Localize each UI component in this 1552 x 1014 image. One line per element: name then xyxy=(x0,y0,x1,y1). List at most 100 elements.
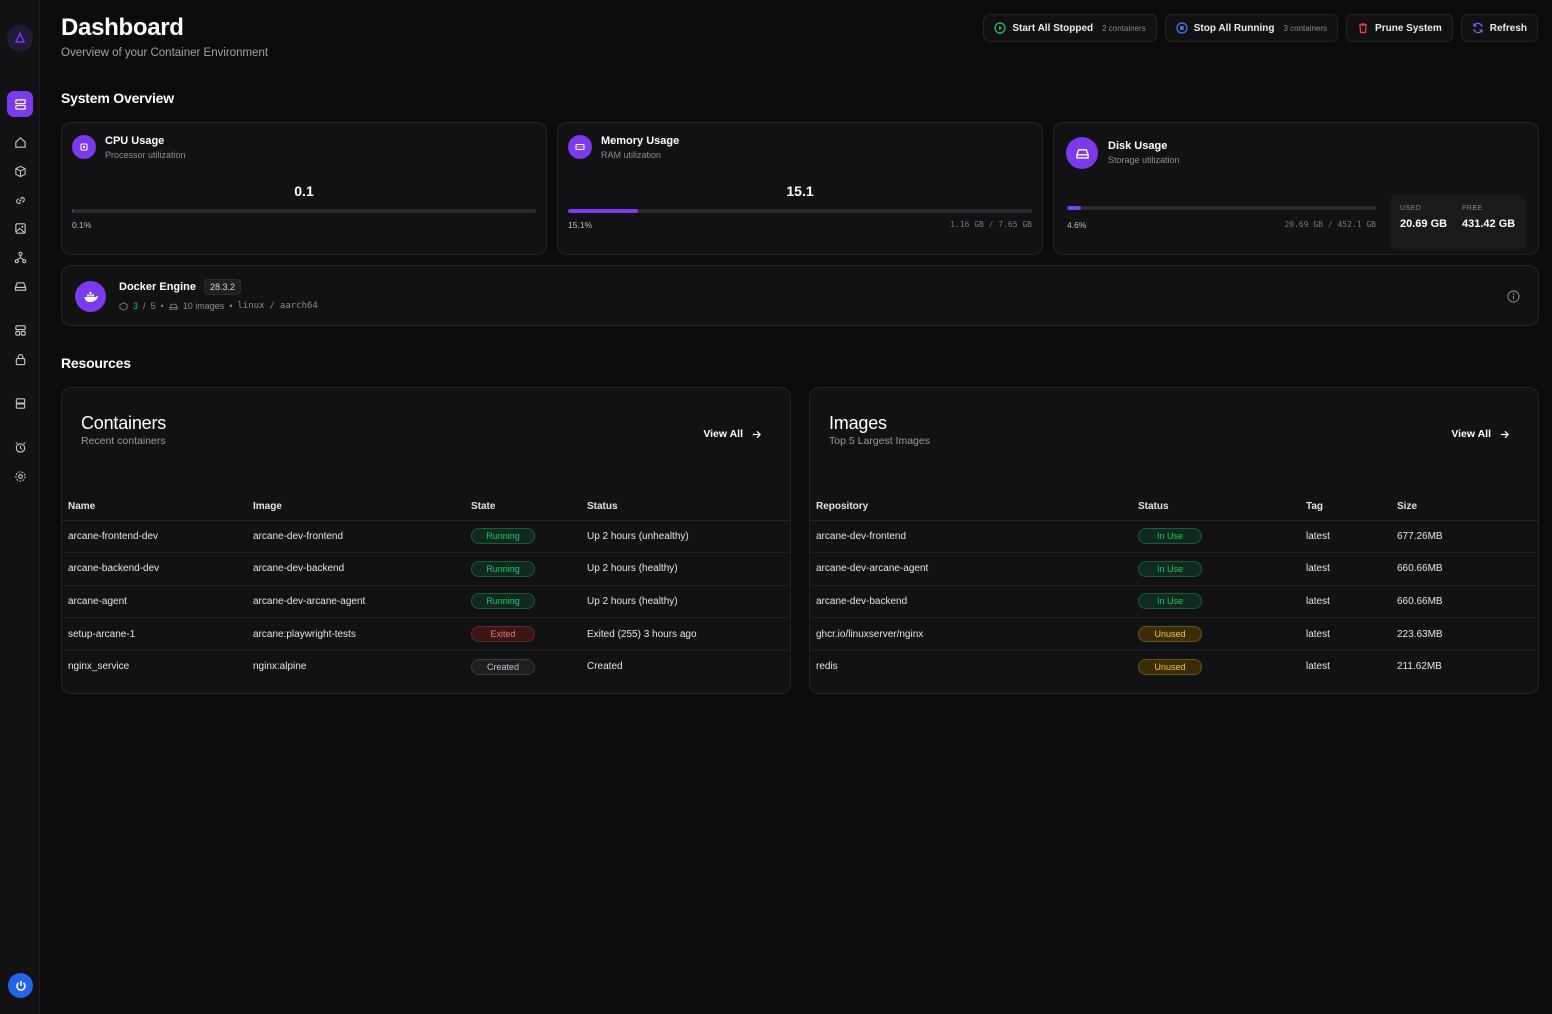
box-icon xyxy=(14,165,26,177)
images-subtitle: Top 5 Largest Images xyxy=(829,435,930,447)
sidebar-item-events[interactable] xyxy=(9,436,31,458)
refresh-button[interactable]: Refresh xyxy=(1460,14,1538,42)
stop-circle-icon xyxy=(1176,22,1188,34)
container-image: arcane-dev-backend xyxy=(247,552,465,586)
play-circle-icon xyxy=(994,22,1006,34)
image-repository[interactable]: arcane-dev-arcane-agent xyxy=(810,552,1132,586)
sidebar-item-images[interactable] xyxy=(9,217,31,239)
home-icon xyxy=(14,136,26,148)
disk-progress-fill xyxy=(1067,206,1082,210)
sidebar-item-home[interactable] xyxy=(9,131,31,153)
memory-progress-fill xyxy=(568,209,639,213)
disk-subtitle: Storage utilization xyxy=(1108,155,1180,165)
container-name[interactable]: arcane-agent xyxy=(62,585,247,619)
cpu-progress-bar xyxy=(72,209,536,213)
info-icon[interactable] xyxy=(1507,290,1520,303)
link-icon xyxy=(15,196,25,204)
prune-system-button[interactable]: Prune System xyxy=(1346,14,1453,42)
sidebar-item-compose[interactable] xyxy=(9,160,31,182)
table-row[interactable]: redis Unused latest 211.62MB xyxy=(810,650,1538,683)
hard-drive-icon xyxy=(14,281,26,291)
docker-icon xyxy=(75,281,106,312)
docker-count-sep: / xyxy=(143,301,146,311)
table-row[interactable]: arcane-agent arcane-dev-arcane-agent Run… xyxy=(62,585,790,619)
refresh-icon xyxy=(1473,22,1483,34)
cpu-icon xyxy=(72,135,96,159)
images-card: Images Top 5 Largest Images View All Rep… xyxy=(809,387,1539,694)
disk-title: Disk Usage xyxy=(1108,140,1168,152)
docker-platform-sep: / xyxy=(269,301,275,311)
table-row[interactable]: setup-arcane-1 arcane:playwright-tests E… xyxy=(62,617,790,651)
containers-subtitle: Recent containers xyxy=(81,435,166,447)
table-row[interactable]: nginx_service nginx:alpine Created Creat… xyxy=(62,650,790,683)
image-repository[interactable]: ghcr.io/linuxserver/nginx xyxy=(810,617,1132,651)
arcane-logo-icon[interactable] xyxy=(7,25,33,51)
hard-drive-icon xyxy=(1066,137,1098,169)
sidebar-item-volumes[interactable] xyxy=(9,275,31,297)
state-badge: Running xyxy=(471,560,535,577)
docker-engine-title: Docker Engine xyxy=(119,281,197,293)
disk-free-value: 431.42 GB xyxy=(1462,218,1516,230)
images-view-all-link[interactable]: View All xyxy=(1451,428,1510,440)
column-header-status[interactable]: Status xyxy=(581,493,790,521)
sidebar-item-settings[interactable] xyxy=(9,465,31,487)
image-tag: latest xyxy=(1300,585,1391,619)
container-name[interactable]: nginx_service xyxy=(68,661,130,673)
container-name[interactable]: setup-arcane-1 xyxy=(62,617,247,651)
database-icon xyxy=(15,397,25,409)
state-badge: Created xyxy=(471,658,535,675)
column-header-size[interactable]: Size xyxy=(1391,493,1538,521)
image-repository[interactable]: redis xyxy=(816,661,838,673)
container-name[interactable]: arcane-backend-dev xyxy=(62,552,247,586)
column-header-tag[interactable]: Tag xyxy=(1300,493,1391,521)
containers-title: Containers xyxy=(81,413,167,433)
status-badge: In Use xyxy=(1138,528,1202,545)
docker-meta-dot: • xyxy=(160,301,164,311)
container-image: arcane-dev-arcane-agent xyxy=(247,585,465,619)
disk-usage-card: Disk Usage Storage utilization 4.6% 20.6… xyxy=(1053,122,1539,255)
hard-drive-icon xyxy=(169,303,178,310)
power-icon[interactable] xyxy=(8,973,33,998)
sidebar-item-templates[interactable] xyxy=(9,319,31,341)
container-status: Created xyxy=(587,661,623,673)
status-badge: Unused xyxy=(1138,658,1202,675)
box-icon xyxy=(119,301,128,311)
cpu-title: CPU Usage xyxy=(105,135,165,147)
sidebar-item-networks[interactable] xyxy=(9,189,31,211)
sidebar-item-containers[interactable] xyxy=(7,91,33,117)
sidebar xyxy=(0,0,40,1014)
container-status: Exited (255) 3 hours ago xyxy=(581,617,790,651)
lock-icon xyxy=(15,353,25,365)
start-all-stopped-button[interactable]: Start All Stopped 2 containers xyxy=(983,14,1157,42)
sidebar-item-projects[interactable] xyxy=(9,246,31,268)
container-status: Up 2 hours (healthy) xyxy=(581,585,790,619)
sidebar-item-environments[interactable] xyxy=(9,392,31,414)
container-status: Up 2 hours (unhealthy) xyxy=(581,520,790,554)
table-row[interactable]: arcane-frontend-dev arcane-dev-frontend … xyxy=(62,520,790,554)
containers-view-all-link[interactable]: View All xyxy=(703,428,762,440)
images-view-all-label: View All xyxy=(1451,428,1491,440)
disk-summary: USED 20.69 GB FREE 431.42 GB xyxy=(1390,194,1526,250)
docker-version-badge: 28.3.2 xyxy=(204,279,242,295)
table-row[interactable]: arcane-dev-arcane-agent In Use latest 66… xyxy=(810,552,1538,586)
image-repository[interactable]: arcane-dev-frontend xyxy=(810,520,1132,554)
image-repository[interactable]: arcane-dev-backend xyxy=(810,585,1132,619)
cpu-usage-card: CPU Usage Processor utilization 0.1 0.1% xyxy=(61,122,547,255)
table-row[interactable]: arcane-dev-backend In Use latest 660.66M… xyxy=(810,585,1538,619)
column-header-image[interactable]: Image xyxy=(247,493,465,521)
alarm-clock-icon xyxy=(15,441,25,453)
sidebar-item-registries[interactable] xyxy=(9,348,31,370)
column-header-status[interactable]: Status xyxy=(1132,493,1300,521)
status-badge: In Use xyxy=(1138,560,1202,577)
column-header-name[interactable]: Name xyxy=(62,493,247,521)
stop-all-running-button[interactable]: Stop All Running 3 containers xyxy=(1164,14,1339,42)
column-header-state[interactable]: State xyxy=(465,493,581,521)
container-image: arcane-dev-frontend xyxy=(247,520,465,554)
container-name[interactable]: arcane-frontend-dev xyxy=(62,520,247,554)
containers-table: Name Image State Status arcane-frontend-… xyxy=(62,493,790,683)
column-header-repository[interactable]: Repository xyxy=(810,493,1132,521)
trash-icon xyxy=(1359,23,1368,34)
table-row[interactable]: arcane-backend-dev arcane-dev-backend Ru… xyxy=(62,552,790,586)
table-row[interactable]: arcane-dev-frontend In Use latest 677.26… xyxy=(810,520,1538,554)
table-row[interactable]: ghcr.io/linuxserver/nginx Unused latest … xyxy=(810,617,1538,651)
